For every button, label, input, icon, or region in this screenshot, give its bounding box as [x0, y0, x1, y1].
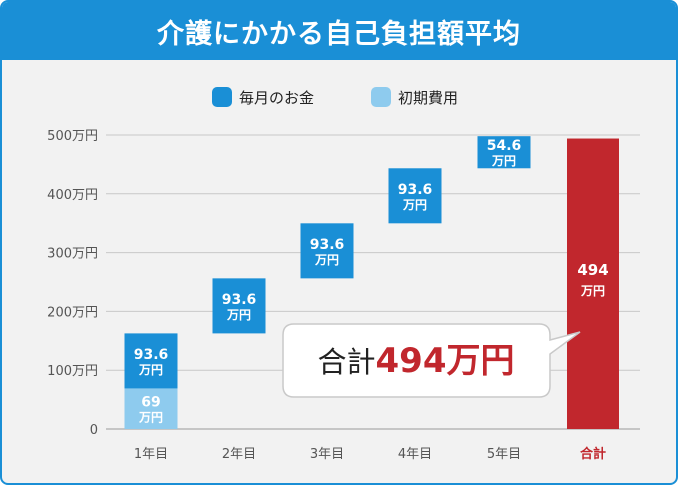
bar-value-label: 54.6 [487, 138, 522, 154]
y-tick-label: 500万円 [47, 129, 98, 144]
callout-value: 494万円 [376, 341, 515, 381]
x-tick-label: 2年目 [222, 447, 256, 462]
y-tick-label: 200万円 [47, 305, 98, 320]
x-tick-label: 合計 [580, 446, 606, 462]
y-tick-label: 300万円 [47, 247, 98, 262]
total-bar [567, 138, 619, 429]
legend-swatch [371, 87, 391, 107]
y-tick-label: 100万円 [47, 364, 98, 379]
bar-initial [124, 388, 178, 429]
bar-value-label: 93.6 [398, 182, 433, 198]
legend-swatch [212, 87, 232, 107]
bar-unit-label: 万円 [402, 198, 427, 212]
x-tick-label: 3年目 [310, 447, 344, 462]
x-tick-label: 4年目 [398, 447, 432, 462]
y-tick-label: 0 [90, 423, 98, 438]
legend-label: 初期費用 [398, 89, 458, 107]
bar-unit-label: 万円 [138, 363, 163, 377]
bar-value-label: 69 [141, 395, 160, 411]
x-tick-label: 1年目 [134, 447, 168, 462]
bar-monthly [300, 223, 354, 279]
y-tick-label: 400万円 [47, 188, 98, 203]
legend-label: 毎月のお金 [239, 89, 314, 107]
bar-value-label: 93.6 [222, 292, 257, 308]
callout-text: 合計494万円 [318, 341, 515, 381]
bar-unit-label: 万円 [580, 284, 605, 298]
bar-unit-label: 万円 [226, 308, 251, 322]
bar-monthly [477, 136, 531, 169]
bar-unit-label: 万円 [491, 154, 516, 168]
bar-monthly [388, 168, 442, 224]
callout-bubble [282, 323, 581, 398]
bar-value-label: 93.6 [134, 347, 169, 363]
bar-unit-label: 万円 [138, 411, 163, 425]
bar-value-label: 93.6 [310, 237, 345, 253]
bar-unit-label: 万円 [314, 253, 339, 267]
bar-value-label: 494 [577, 261, 608, 279]
callout-prefix: 合計 [318, 345, 376, 379]
bar-monthly [212, 278, 266, 334]
x-tick-label: 5年目 [487, 447, 521, 462]
chart-title: 介護にかかる自己負担額平均 [2, 2, 676, 60]
bar-monthly [124, 333, 178, 389]
